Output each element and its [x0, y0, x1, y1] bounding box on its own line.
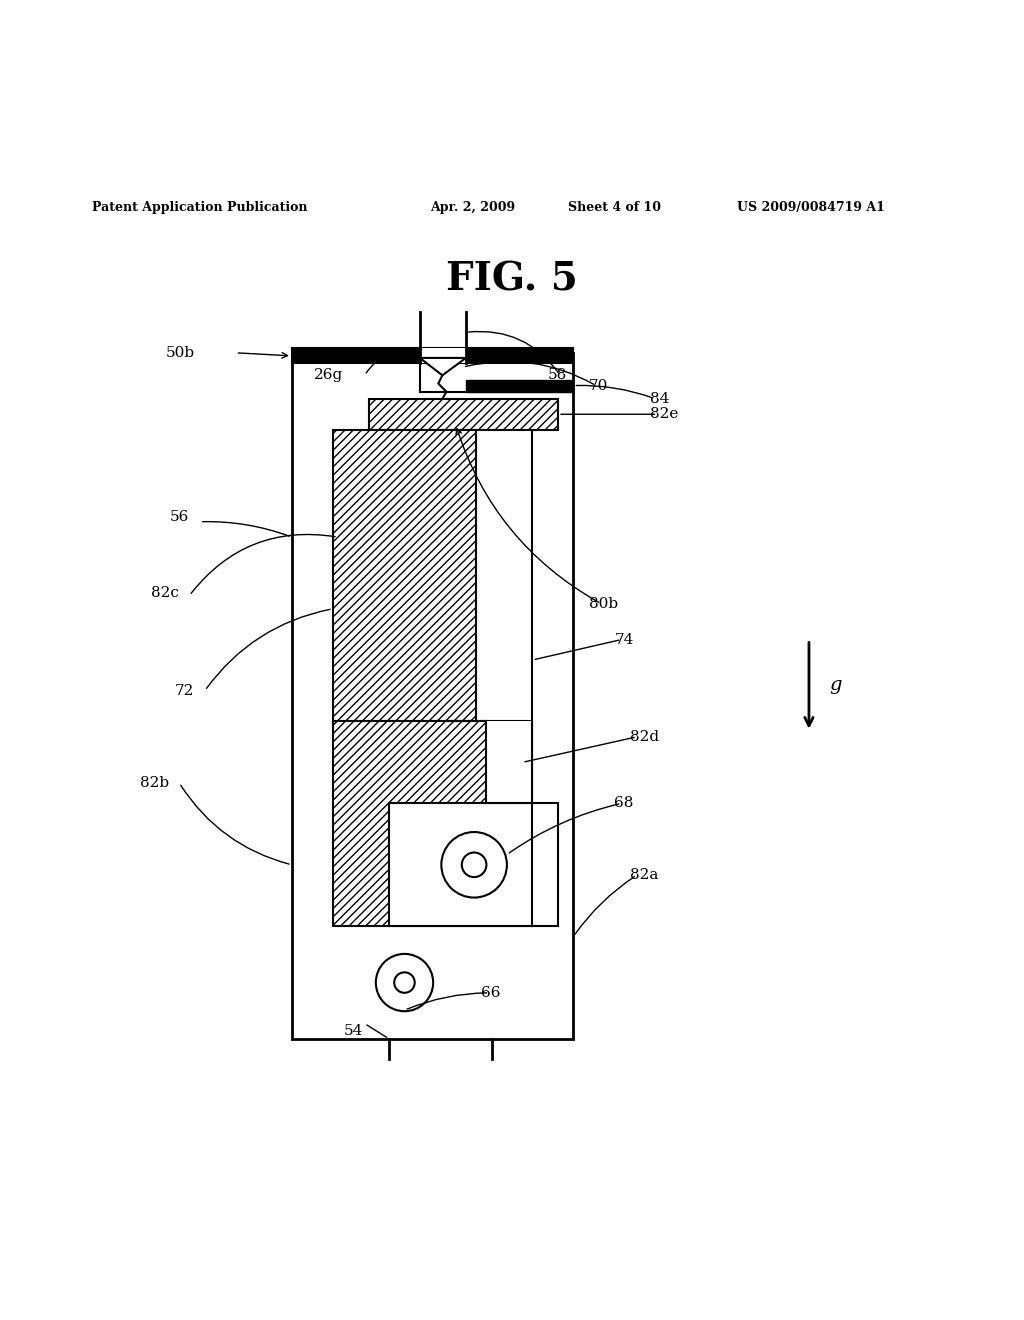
Circle shape — [462, 853, 486, 876]
Text: 50b: 50b — [166, 346, 195, 360]
Bar — [333, 429, 476, 722]
Bar — [292, 352, 573, 1039]
Text: Apr. 2, 2009: Apr. 2, 2009 — [430, 201, 515, 214]
Polygon shape — [420, 358, 466, 375]
Text: 82b: 82b — [140, 776, 169, 789]
Text: Patent Application Publication: Patent Application Publication — [92, 201, 307, 214]
Bar — [333, 722, 532, 927]
Text: 84: 84 — [650, 392, 670, 405]
Text: g: g — [829, 676, 842, 693]
Text: 66: 66 — [481, 986, 501, 999]
Text: 82a: 82a — [630, 869, 658, 882]
Text: 82d: 82d — [630, 730, 658, 743]
Text: 82c: 82c — [152, 586, 179, 601]
Circle shape — [441, 832, 507, 898]
Text: 58: 58 — [548, 368, 567, 383]
Circle shape — [394, 973, 415, 993]
Bar — [292, 347, 573, 363]
Bar — [369, 399, 558, 429]
Text: 82e: 82e — [650, 408, 679, 421]
Text: 56: 56 — [170, 510, 189, 524]
Text: 68: 68 — [614, 796, 634, 810]
Text: 80b: 80b — [589, 597, 617, 611]
Text: 70: 70 — [589, 379, 608, 392]
Text: FIG. 5: FIG. 5 — [446, 260, 578, 298]
Text: 54: 54 — [344, 1023, 362, 1038]
Bar — [420, 347, 466, 363]
Text: US 2009/0084719 A1: US 2009/0084719 A1 — [737, 201, 885, 214]
Text: 72: 72 — [175, 684, 195, 698]
Circle shape — [376, 954, 433, 1011]
Text: 26g: 26g — [313, 368, 343, 383]
Bar — [466, 380, 573, 392]
Text: Sheet 4 of 10: Sheet 4 of 10 — [568, 201, 662, 214]
Text: 74: 74 — [614, 632, 634, 647]
Bar — [389, 804, 558, 927]
Polygon shape — [451, 722, 532, 804]
